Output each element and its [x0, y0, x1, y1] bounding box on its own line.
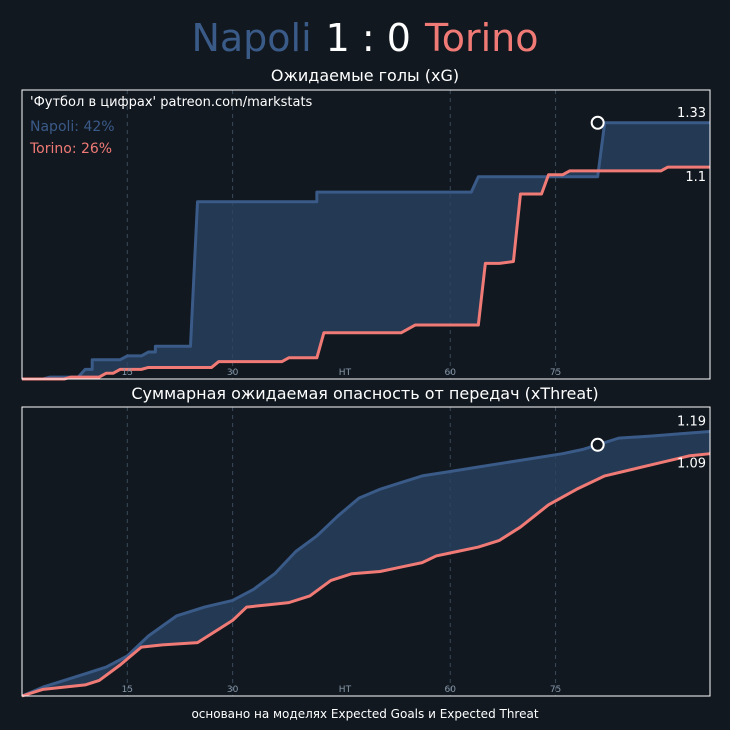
xg-torino-line [22, 165, 710, 381]
xthreat-tick-label: 75 [550, 685, 561, 695]
xg-torino-final-label: 1.1 [685, 170, 706, 185]
watermark-text: 'Футбол в цифрах' patreon.com/markstats [30, 95, 313, 110]
away-team-name: Torino [425, 16, 539, 60]
xthreat-tick-label: 30 [227, 685, 239, 695]
xthreat-goal-marker [590, 437, 605, 452]
xg-tick-label: 60 [445, 368, 457, 378]
xg-tick-label: 15 [122, 368, 133, 378]
xthreat-napoli-line [21, 429, 711, 698]
xg-tick-label: HT [339, 368, 352, 378]
match-header: Napoli 1 : 0 Torino [0, 10, 730, 66]
footer-note: основано на моделях Expected Goals и Exp… [191, 707, 539, 721]
home-team-name: Napoli [191, 16, 312, 60]
xg-napoli-line [22, 121, 710, 381]
xthreat-torino-line [21, 452, 711, 698]
xthreat-chart-title: Суммарная ожидаемая опасность от передач… [131, 384, 599, 403]
xg-goal-marker [590, 115, 605, 130]
xthreat-tick-label: HT [339, 685, 352, 695]
xthreat-tick-label: 15 [122, 685, 133, 695]
xthreat-chart: 1.19 1.09 15 30 HT 60 75 [21, 406, 711, 698]
xg-tick-label: 30 [227, 368, 239, 378]
xthreat-plot-frame [21, 406, 711, 697]
xg-tick-label: 75 [550, 368, 561, 378]
xthreat-torino-final-label: 1.09 [677, 457, 706, 472]
xg-difference-area [22, 122, 710, 380]
xthreat-difference-area [22, 431, 710, 696]
xthreat-tick-label: 60 [445, 685, 457, 695]
xg-chart: 1.33 1.1 15 30 HT 60 75 'Футбол в цифрах' patre… [21, 89, 711, 381]
match-score: 1 : 0 [325, 16, 411, 60]
xg-plot-frame [21, 89, 711, 380]
legend-entry: Torino: 26% [29, 141, 112, 157]
legend-entry: Napoli: 42% [30, 119, 115, 135]
xg-chart-title: Ожидаемые голы (xG) [270, 66, 460, 85]
xg-napoli-final-label: 1.33 [677, 106, 706, 121]
xthreat-napoli-final-label: 1.19 [677, 414, 706, 429]
